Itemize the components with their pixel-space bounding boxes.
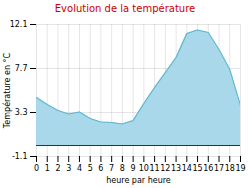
svg-text:3.3: 3.3 bbox=[15, 108, 28, 117]
svg-text:11: 11 bbox=[150, 164, 160, 173]
svg-text:3: 3 bbox=[66, 164, 71, 173]
svg-text:10: 10 bbox=[139, 164, 149, 173]
svg-text:9: 9 bbox=[131, 164, 136, 173]
html-text:Evolution de la température: Evolution de la température bbox=[54, 3, 196, 14]
svg-text:16: 16 bbox=[203, 164, 213, 173]
svg-text:7.7: 7.7 bbox=[15, 64, 28, 73]
svg-text:15: 15 bbox=[192, 164, 202, 173]
svg-text:heure par heure: heure par heure bbox=[106, 176, 171, 185]
svg-text:6: 6 bbox=[98, 164, 103, 173]
svg-text:-1.1: -1.1 bbox=[12, 152, 28, 161]
svg-text:2: 2 bbox=[55, 164, 60, 173]
svg-text:12: 12 bbox=[160, 164, 170, 173]
svg-text:14: 14 bbox=[182, 164, 192, 173]
svg-text:1: 1 bbox=[45, 164, 50, 173]
svg-text:19: 19 bbox=[235, 164, 245, 173]
svg-text:17: 17 bbox=[214, 164, 224, 173]
svg-text:4: 4 bbox=[77, 164, 82, 173]
svg-text:0: 0 bbox=[34, 164, 39, 173]
svg-text:8: 8 bbox=[120, 164, 125, 173]
svg-text:18: 18 bbox=[225, 164, 235, 173]
svg-text:5: 5 bbox=[88, 164, 93, 173]
svg-text:Température en °C: Température en °C bbox=[2, 52, 12, 129]
svg-text:7: 7 bbox=[109, 164, 114, 173]
svg-text:13: 13 bbox=[171, 164, 181, 173]
svg-text:12.1: 12.1 bbox=[10, 20, 28, 29]
